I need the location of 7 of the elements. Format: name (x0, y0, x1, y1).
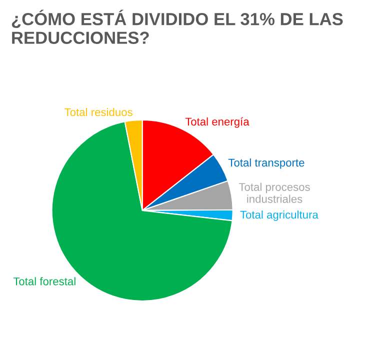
chart-title: ¿CÓMO ESTÁ DIVIDIDO EL 31% DE LAS REDUCCIONES? (12, 10, 343, 44)
slice-label: Total energía (185, 117, 250, 128)
slice-label: Total forestal (13, 277, 76, 286)
slice-label: Total transporte (228, 158, 304, 169)
slice-label: Total procesos industriales (238, 182, 310, 203)
slice-label: Total agricultura (240, 210, 318, 221)
slice-label: Total residuos (64, 108, 132, 116)
